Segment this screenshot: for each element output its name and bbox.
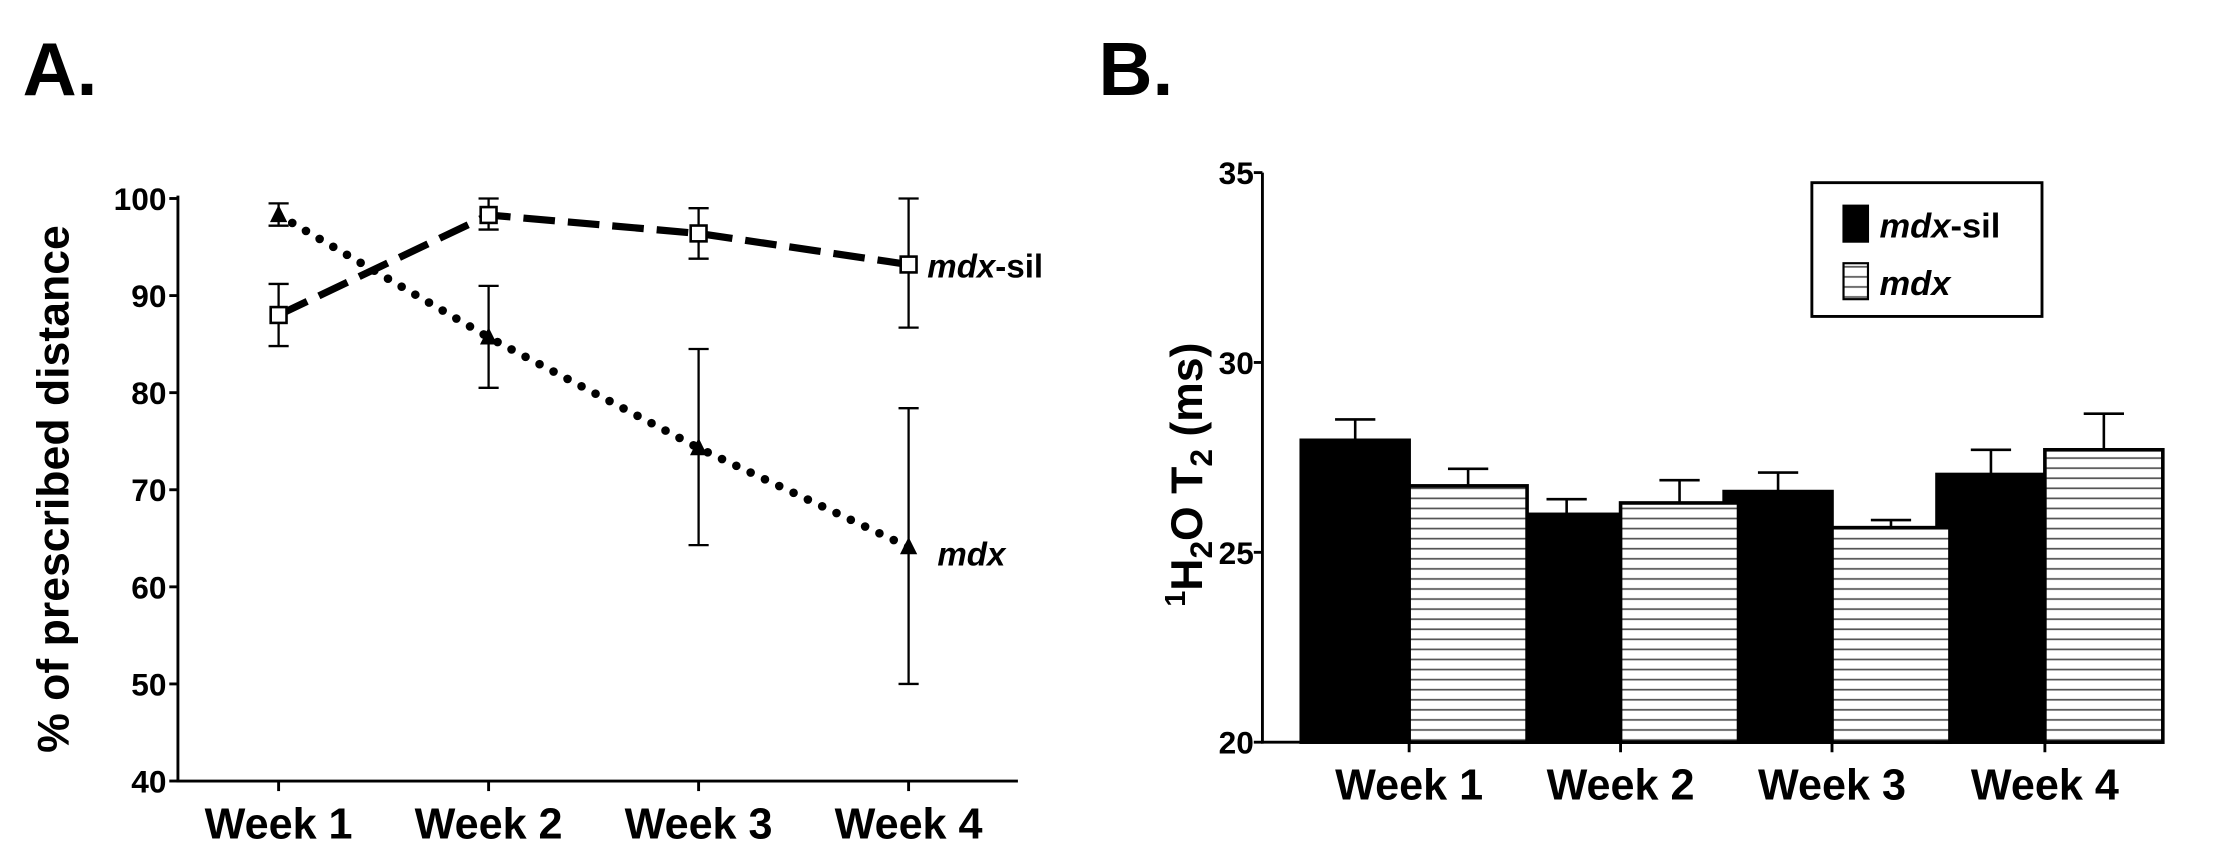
series-label-mdx-sil: mdx-sil: [927, 248, 1043, 285]
bar-mdx-sil: [1510, 512, 1623, 744]
x-tick-label: Week 4: [1971, 762, 2119, 810]
y-tick-label: 25: [1219, 535, 1254, 571]
bar-mdx-sil: [1299, 438, 1411, 744]
y-tick-label: 100: [114, 181, 167, 217]
bar-mdx: [1407, 484, 1529, 744]
series-label-italic: mdx: [927, 248, 997, 285]
bar-mdx: [2043, 447, 2165, 744]
data-point-square: [269, 305, 288, 325]
bar-mdx: [1830, 525, 1952, 744]
chart-b-bar: 20 25 30 35 Week 1 Week 2 Week 3 Week 4 1H2O T2 …: [1160, 155, 2165, 810]
y-label-unit: (ms): [1163, 343, 1212, 450]
y-tick-label: 40: [131, 764, 166, 800]
y-tick-label: 50: [131, 666, 166, 702]
x-tick-label: Week 3: [625, 801, 773, 849]
y-axis-label: 1H2O T2 (ms): [1160, 343, 1219, 607]
y-label-sub: 2: [1183, 541, 1219, 559]
y-label-sup: 1: [1160, 591, 1192, 607]
data-point-triangle: [899, 536, 918, 555]
series-label-mdx: mdx: [937, 537, 1007, 574]
series-label-italic: mdx: [937, 537, 1007, 574]
panel-label-b: B.: [1098, 27, 1173, 111]
chart-a-line: 40 50 60 70 80 90 100 Week 1 Week 2 Week 3 Week 4%…: [30, 181, 1043, 849]
data-point-triangle: [479, 327, 498, 345]
y-label-sub: 2: [1183, 449, 1219, 467]
y-tick-label: 20: [1219, 725, 1254, 761]
data-point-square: [899, 255, 918, 274]
legend-label-mdx-sil: mdx-sil: [1879, 207, 2000, 245]
bar-mdx: [1618, 501, 1741, 744]
legend-swatch-mdx: [1842, 262, 1870, 301]
x-tick-label: Week 1: [1335, 762, 1483, 810]
series-line-mdx: [274, 210, 913, 552]
panel-label-a: A.: [23, 27, 98, 111]
data-point-square: [689, 224, 708, 243]
legend-label-mdx: mdx: [1879, 265, 1952, 303]
x-tick-label: Week 4: [835, 801, 983, 849]
x-tick-label: Week 1: [205, 801, 353, 849]
data-point-triangle: [269, 204, 288, 223]
x-tick-label: Week 2: [1547, 762, 1695, 810]
bar-mdx-sil: [1722, 489, 1834, 744]
y-tick-label: 30: [1219, 345, 1254, 381]
bar-mdx-sil: [1935, 472, 2047, 744]
data-point-triangle: [689, 437, 708, 456]
y-label-o: O T: [1163, 467, 1212, 541]
legend-label-italic: mdx: [1879, 265, 1952, 303]
y-tick-label: 35: [1219, 155, 1254, 191]
legend-label-italic: mdx: [1879, 207, 1952, 245]
data-point-square: [479, 205, 498, 225]
legend-swatch-mdx-sil: [1842, 204, 1870, 243]
legend-label-suffix: -sil: [1950, 207, 2000, 245]
y-label-h: H: [1163, 559, 1212, 591]
x-tick-label: Week 2: [415, 801, 563, 849]
y-tick-label: 80: [131, 375, 166, 411]
x-tick-label: Week 3: [1758, 762, 1906, 810]
y-tick-label: 60: [131, 569, 166, 605]
y-axis-label: % of prescribed distance: [30, 225, 79, 753]
series-line-mdx-sil: [277, 211, 910, 319]
series-label-suffix: -sil: [995, 248, 1043, 285]
y-tick-label: 90: [131, 278, 166, 314]
y-tick-label: 70: [131, 472, 166, 508]
